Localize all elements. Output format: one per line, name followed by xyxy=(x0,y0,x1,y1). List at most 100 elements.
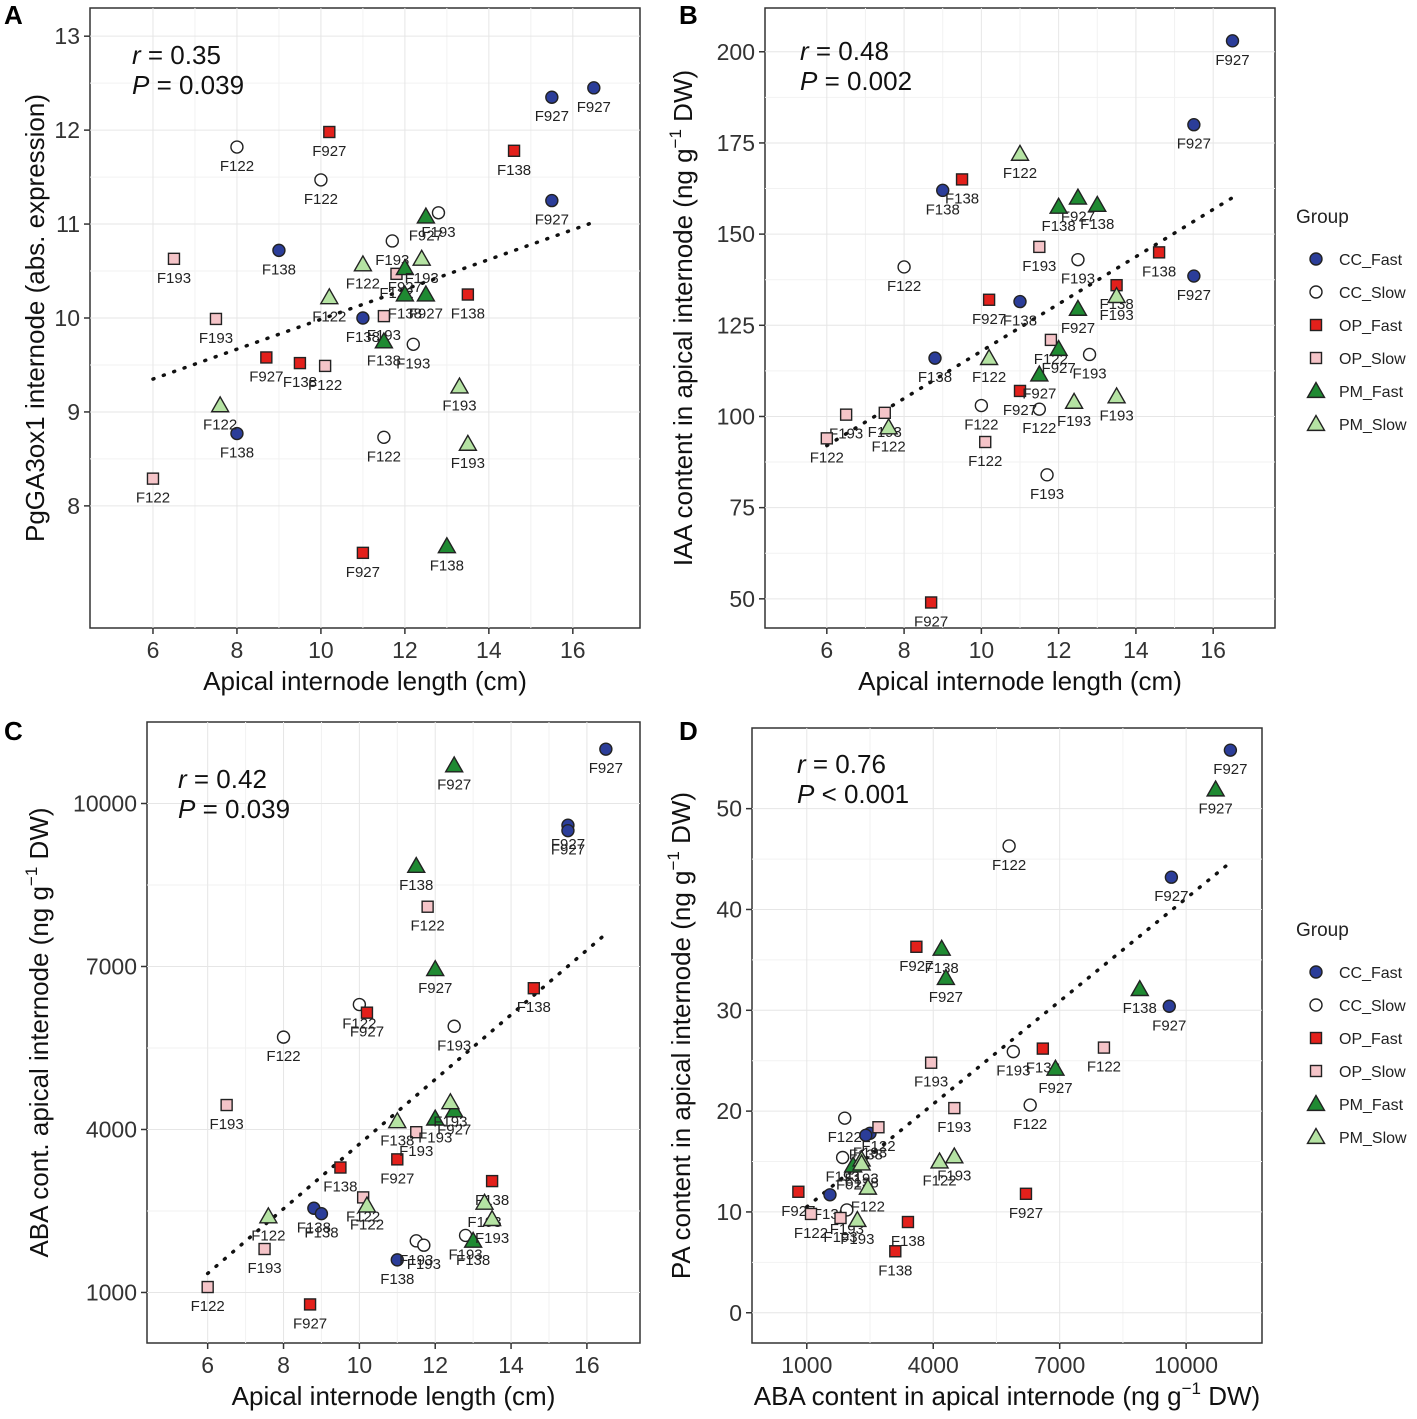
data-point xyxy=(847,1210,868,1228)
x-tick-label: 10000 xyxy=(1154,1352,1218,1378)
point-label: F122 xyxy=(1013,1116,1047,1133)
y-tick-label: 75 xyxy=(729,495,755,521)
y-tick-label: 50 xyxy=(729,586,755,612)
panel-a: 6 8 10 12 14 168910111213F927F927F927F138F138… xyxy=(4,0,641,696)
point-label: F122 xyxy=(810,449,844,466)
data-point xyxy=(979,435,992,449)
point-label: F193 xyxy=(405,270,439,287)
point-label: F138 xyxy=(1142,263,1176,280)
point-label: F122 xyxy=(308,377,342,394)
y-tick-label: 30 xyxy=(716,997,742,1023)
point-label: F138 xyxy=(925,960,959,977)
point-label: F193 xyxy=(1061,271,1095,288)
point-label: F193 xyxy=(1072,365,1106,382)
data-point xyxy=(385,234,399,248)
x-axis-title: Apical internode length (cm) xyxy=(203,666,527,696)
data-point xyxy=(334,1161,347,1174)
x-tick-label: 1000 xyxy=(781,1352,832,1378)
legend-marker xyxy=(1309,965,1323,979)
data-point xyxy=(411,248,432,266)
legend-label: PM_Fast xyxy=(1339,384,1404,401)
point-label: F193 xyxy=(1099,307,1133,324)
data-point xyxy=(377,430,391,445)
point-label: F193 xyxy=(840,1231,874,1248)
data-point xyxy=(1071,252,1085,267)
point-label: F193 xyxy=(375,252,409,269)
trend-line xyxy=(151,220,596,381)
point-label: F122 xyxy=(342,1016,376,1033)
data-point xyxy=(485,1174,499,1188)
point-label: F193 xyxy=(937,1167,971,1184)
point-label: F927 xyxy=(929,989,963,1006)
point-label: F138 xyxy=(380,1271,414,1288)
legend-label: CC_Fast xyxy=(1339,252,1403,269)
point-label: F122 xyxy=(968,453,1002,470)
data-point xyxy=(929,1151,950,1169)
data-point xyxy=(1187,269,1201,283)
point-label: F138 xyxy=(388,306,422,323)
point-label: F122 xyxy=(346,1208,380,1225)
legend-bottom: Group CC_Fast CC_Slow OP_Fast OP_Slow PM_Fast… xyxy=(1296,920,1407,1147)
point-label: F138 xyxy=(945,190,979,207)
point-label: F122 xyxy=(312,308,346,325)
data-point xyxy=(1044,333,1058,347)
data-point xyxy=(839,408,853,421)
x-tick-label: 10 xyxy=(347,1352,373,1378)
point-label: F927 xyxy=(1038,1080,1072,1097)
point-label: F193 xyxy=(418,1130,452,1147)
data-point xyxy=(449,376,470,394)
data-point xyxy=(377,309,391,323)
point-label: F122 xyxy=(411,918,445,935)
point-label: F138 xyxy=(323,1179,357,1196)
data-point xyxy=(356,546,370,560)
data-point xyxy=(1040,468,1054,482)
point-label: F927 xyxy=(551,842,585,859)
point-label: F138 xyxy=(297,1219,331,1236)
legend-marker xyxy=(1309,285,1323,299)
point-label: F193 xyxy=(399,1143,433,1160)
point-label: F193 xyxy=(451,455,485,472)
point-label: F193 xyxy=(1099,407,1133,424)
point-label: F927 xyxy=(1152,1017,1186,1034)
point-label: F138 xyxy=(262,261,296,278)
data-point xyxy=(872,1121,885,1134)
x-tick-label: 16 xyxy=(1200,637,1226,663)
y-tick-label: 7000 xyxy=(86,953,137,979)
y-tick-label: 12 xyxy=(54,117,80,143)
point-label: F122 xyxy=(922,1173,956,1190)
y-tick-label: 11 xyxy=(56,211,80,237)
point-label: F138 xyxy=(1080,216,1114,233)
x-axis-title: Apical internode length (cm) xyxy=(858,666,1182,696)
y-tick-label: 9 xyxy=(67,399,80,425)
data-point xyxy=(1045,1058,1066,1076)
point-label: F193 xyxy=(914,1074,948,1091)
legend-label: CC_Slow xyxy=(1339,998,1406,1015)
point-label: F927 xyxy=(1061,209,1095,226)
data-point xyxy=(209,312,223,326)
data-point xyxy=(421,900,434,913)
data-point xyxy=(425,959,445,977)
y-tick-label: 150 xyxy=(717,221,755,247)
point-label: F138 xyxy=(304,1225,338,1242)
data-point xyxy=(834,1211,847,1225)
legend-marker xyxy=(1309,1031,1323,1045)
x-tick-label: 16 xyxy=(574,1352,600,1378)
point-label: F927 xyxy=(1177,136,1211,153)
point-label: F927 xyxy=(293,1315,327,1332)
data-point xyxy=(440,1092,461,1110)
x-tick-label: 8 xyxy=(231,637,244,663)
point-label: F138 xyxy=(918,369,952,386)
data-point xyxy=(201,1280,214,1294)
data-point xyxy=(936,968,956,986)
data-point xyxy=(936,183,950,198)
data-point xyxy=(851,1153,872,1171)
legend-label: OP_Slow xyxy=(1339,351,1406,368)
data-point xyxy=(924,596,938,609)
point-label: F193 xyxy=(1057,413,1091,430)
x-tick-label: 7000 xyxy=(1034,1352,1085,1378)
point-label: F193 xyxy=(210,1116,244,1133)
data-point xyxy=(258,1206,279,1224)
x-tick-label: 10 xyxy=(969,637,995,663)
stat-r: r = 0.35 xyxy=(132,40,221,70)
